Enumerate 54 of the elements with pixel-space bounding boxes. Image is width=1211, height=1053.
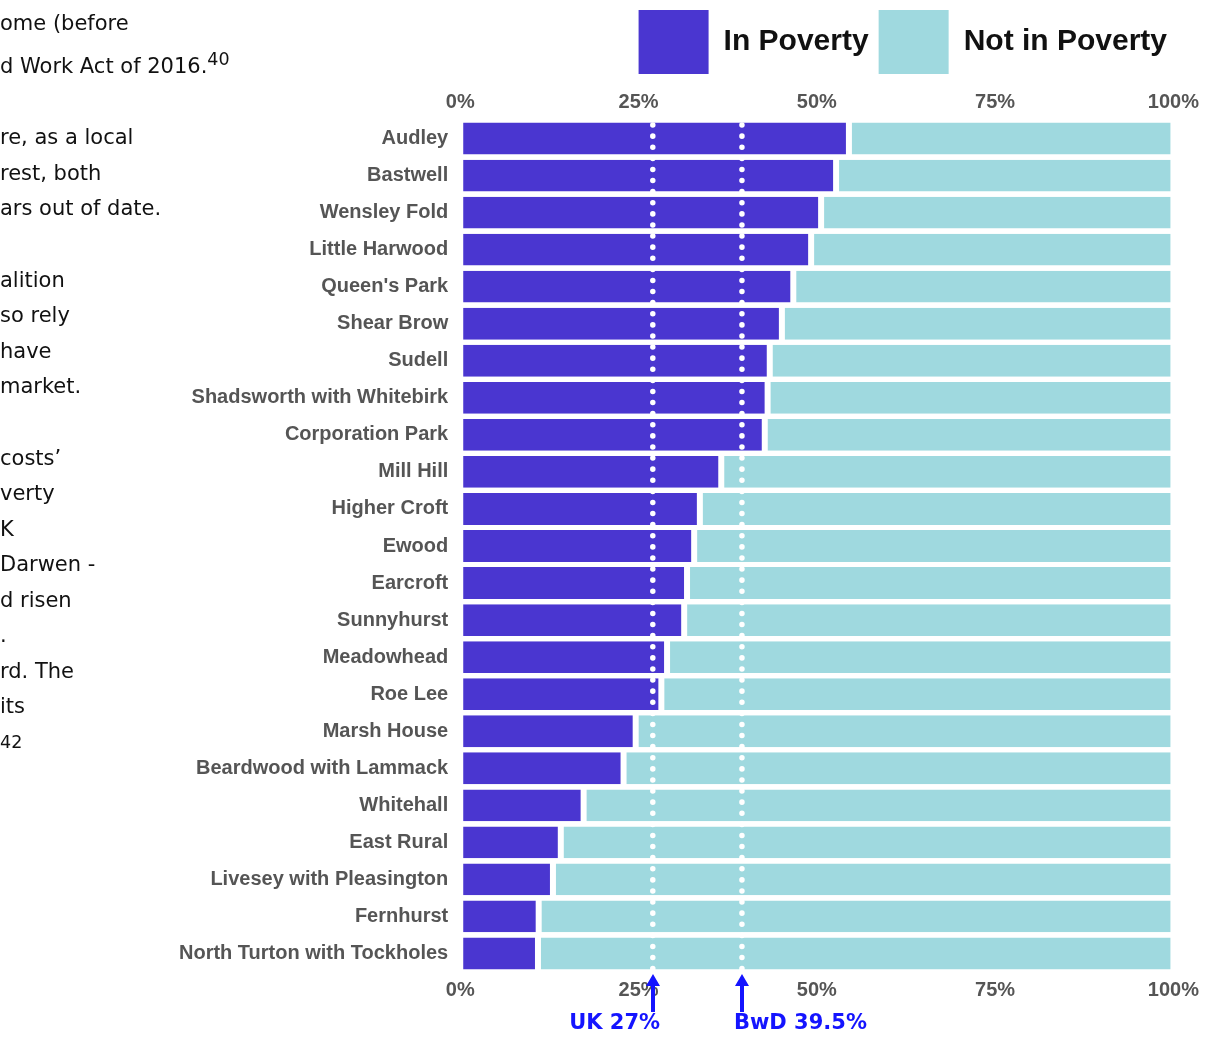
y-tick-label: Livesey with Pleasington [210,866,449,889]
y-tick-label: Little Harwood [309,237,449,260]
legend-label: In Poverty [723,23,869,57]
x-tick-label: 50% [796,89,838,112]
x-tick-label: 0% [445,89,475,112]
y-tick-label: East Rural [349,829,449,852]
text: 42 [0,731,23,752]
x2-tick-label: 75% [975,977,1016,1000]
y-tick-label: Sunnyhurst [337,607,449,630]
x-tick-label: 75% [975,89,1016,112]
x-tick-label: 25% [618,89,659,112]
text: costs’ [0,444,63,472]
text: have [0,337,53,365]
text: its [0,693,26,720]
y-tick-label: Whitehall [359,792,449,815]
y-tick-label: Bastwell [367,163,449,186]
text: ars out of date. [0,195,163,222]
x2-tick-label: 50% [796,977,838,1000]
y-tick-label: Mill Hill [378,459,449,482]
text: re, as a local [0,124,135,151]
text: K [0,515,15,543]
y-tick-label: Ewood [382,533,449,556]
text: d risen [0,586,73,614]
y-tick-label: North Turton with Tockholes [178,940,449,963]
y-tick-label: Wensley Fold [319,200,449,223]
text: verty [0,480,56,507]
x2-tick-label: 100% [1147,977,1200,1000]
text: ome (before [0,10,130,37]
text: alition [0,266,66,294]
text: rd. The [0,657,75,685]
y-tick-label: Corporation Park [284,422,450,445]
y-tick-label: Shadsworth with Whitebirk [191,385,450,408]
y-tick-label: Audley [381,126,450,149]
text: so rely [0,302,71,329]
text: market. [0,373,83,400]
x-tick-label: 100% [1147,89,1200,112]
y-tick-label: Queen's Park [321,274,450,297]
text: rest, both [0,159,103,187]
y-tick-label: Roe Lee [370,681,449,704]
ref-line-label: UK 27% [569,1010,661,1034]
legend-label: Not in Poverty [963,23,1168,57]
y-tick-label: Earcroft [371,570,449,593]
y-tick-label: Marsh House [322,718,449,741]
y-tick-label: Beardwood with Lammack [195,755,450,778]
y-tick-label: Shear Brow [337,311,449,334]
y-tick-label: Higher Croft [331,496,449,519]
text: Darwen - [0,551,97,578]
text: d Work Act of 2016.$^{40}$ [0,47,230,80]
y-tick-label: Meadowhead [322,644,449,667]
y-tick-label: Fernhurst [354,903,449,926]
text: . [0,622,8,649]
y-tick-label: Sudell [388,348,449,371]
x2-tick-label: 0% [445,977,475,1000]
ref-line-label: BwD 39.5% [733,1010,867,1034]
